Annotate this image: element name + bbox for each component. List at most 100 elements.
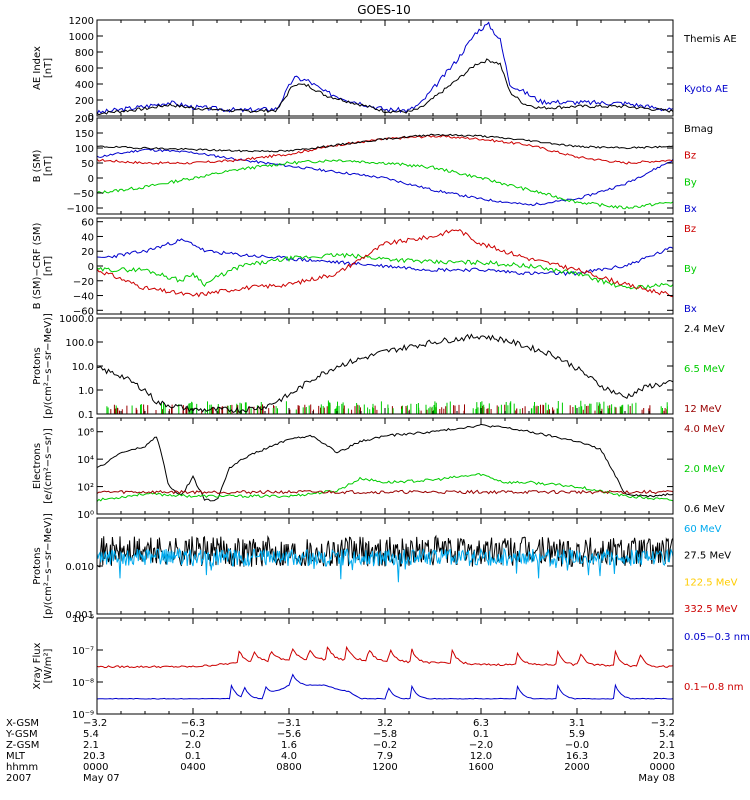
y-tick-label: 10² [77,483,94,494]
ephemeris-value: 2000 [564,762,589,773]
ephemeris-value: 3.2 [377,718,393,729]
ephemeris-value: May 08 [638,773,675,784]
ephemeris-value: −3.1 [277,718,301,729]
legend-entry: Bx [684,204,697,215]
series-4-line [97,547,673,583]
y-axis-label: [W/m²] [43,648,54,683]
series-group [97,645,673,700]
legend-entry: By [684,177,697,188]
panel-5: 10⁰ 10² 10⁴ 10⁶ Electrons [e/(cm²−s−sr)] 4.0 M… [32,417,725,521]
ephemeris-value: 0400 [180,762,205,773]
y-tick-label: −50 [73,189,94,200]
ephemeris-value: 0000 [650,762,675,773]
y-tick-label: 20 [81,247,94,258]
legend-entry: Bx [684,304,697,315]
ephemeris-value: 1200 [372,762,397,773]
series-2-line [97,58,673,116]
y-tick-label: 400 [75,80,94,91]
series-group [97,228,673,298]
y-tick-label: 0.001 [65,610,94,621]
y-axis-label: [e/(cm²−s−sr)] [43,428,54,504]
series-1-line [97,423,673,502]
ephemeris-table: X-GSMY-GSMZ-GSMMLThhmm2007−3.25.42.120.3… [5,718,675,784]
series-1-line [97,21,673,115]
y-axis-label: Protons [32,547,43,584]
panel-6: 0.001 0.010 Protons [p/(cm²−s−sr−MeV)] 60 Me… [32,513,738,621]
ephemeris-value: 16.3 [566,751,588,762]
series-1-line [97,645,673,669]
ephemeris-value: −3.2 [83,718,107,729]
y-tick-label: 10⁴ [77,455,94,466]
legend-entry: 0.6 MeV [684,504,725,515]
y-tick-label: 10⁻⁷ [72,646,94,657]
panel-frame [96,317,674,415]
series-1-line [97,148,673,207]
legend-entry: By [684,264,697,275]
y-tick-label: 1200 [69,16,94,27]
y-tick-label: −100 [67,204,94,215]
ephemeris-value: 3.1 [569,718,585,729]
y-axis-label: AE Index [32,46,43,90]
ephemeris-value: −6.3 [181,718,205,729]
y-tick-label: 1000.0 [59,314,94,325]
ephemeris-value: 5.9 [569,729,585,740]
ephemeris-value: 20.3 [653,751,675,762]
series-3-line [97,489,673,495]
y-axis-label: Xray Flux [32,642,43,689]
legend-entry: 2.4 MeV [684,324,725,335]
ephemeris-row-label: hhmm [6,762,38,773]
y-axis-label: B (SM) [32,149,43,182]
panel-4: 0.1 1.0 10.0 100.0 1000.0 Protons [p/(cm²−s−sr… [32,313,725,421]
y-tick-label: 10⁻⁹ [72,710,94,721]
ephemeris-value: 0.1 [473,729,489,740]
legend-entry: 0.05−0.3 nm [684,632,750,643]
y-tick-label: 800 [75,48,94,59]
y-tick-label: −60 [73,306,94,317]
legend-entry: 2.0 MeV [684,464,725,475]
y-tick-label: 0 [88,174,94,185]
y-tick-label: 10⁶ [77,428,94,439]
y-axis-label: [p/(cm²−s−sr−MeV)] [43,513,54,619]
ephemeris-value: −3.2 [651,718,675,729]
legend-entry: 0.1−0.8 nm [684,682,743,693]
ephemeris-row-label: MLT [6,751,26,762]
ephemeris-row-label: Y-GSM [5,729,38,740]
y-tick-label: 10⁰ [77,510,94,521]
y-axis-label: [nT] [43,58,54,78]
series-group [97,133,673,210]
series-group [97,423,673,502]
y-axis-label: [p/(cm²−s−sr−MeV)] [43,313,54,419]
series-2-line [97,159,673,210]
y-tick-label: 0.1 [78,410,94,421]
ephemeris-value: 1600 [468,762,493,773]
ephemeris-row-label: Z-GSM [6,740,39,751]
ephemeris-value: −5.6 [277,729,301,740]
y-tick-label: 60 [81,218,94,229]
legend-entry: 332.5 MeV [684,604,738,615]
series-2-line [97,472,673,502]
y-tick-label: 200 [75,96,94,107]
ephemeris-value: 2.1 [83,740,99,751]
legend-entry: 6.5 MeV [684,364,725,375]
legend-entry: Bz [684,151,696,162]
y-tick-label: 1.0 [78,386,94,397]
ephemeris-row-label: X-GSM [6,718,39,729]
panel-7: 10⁻⁹ 10⁻⁸ 10⁻⁷ 10⁻⁶ Xray Flux [W/m²] 0.05−0.3 … [32,614,750,721]
y-tick-label: 1000 [69,32,94,43]
y-tick-label: 150 [75,129,94,140]
y-tick-label: 100 [75,144,94,155]
ephemeris-value: May 07 [83,773,120,784]
panel-frame [96,117,674,215]
y-tick-label: 0 [88,262,94,273]
ephemeris-value: 6.3 [473,718,489,729]
ephemeris-value: 12.0 [470,751,492,762]
y-tick-label: 10⁻⁸ [72,678,94,689]
legend-entry: Bz [684,224,696,235]
ephemeris-value: 4.0 [281,751,297,762]
y-tick-label: 50 [81,159,94,170]
panel-2: −100 −50 0 50 100 150 200 B (SM) [nT] Bmag Bz By Bx [32,114,713,215]
series-group [97,333,673,414]
panel-3: −60 −40 −20 0 20 40 60 B (SM)−CRF (SM) [nT] Bz By B… [32,217,697,317]
legend-entry: 12 MeV [684,404,722,415]
